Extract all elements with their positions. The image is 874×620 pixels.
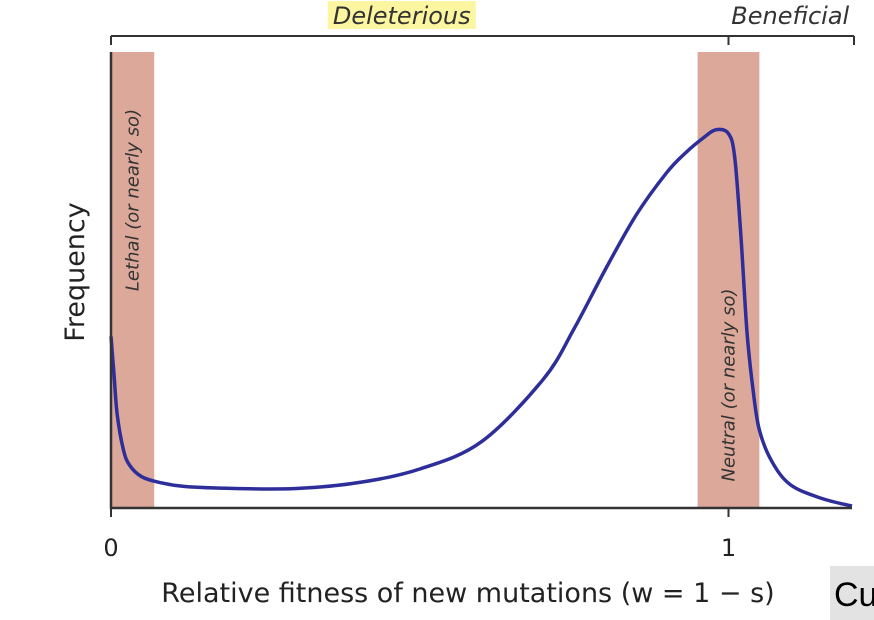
curve-layer [109,127,853,508]
category-label-1: Beneficial [731,2,849,30]
series-line [109,127,853,508]
band-label-1: Neutral (or nearly so) [719,288,740,481]
category-label-0: Deleterious [333,2,471,30]
bands-layer: Lethal (or nearly so) Neutral (or nearly … [111,52,760,508]
x-tick-label-0: 0 [103,534,118,562]
band-label-0: Lethal (or nearly so) [123,109,144,291]
x-tick-label-1: 1 [721,534,736,562]
cropped-overlay-box: Cu [830,566,874,620]
category-bracket: Deleterious Beneficial [110,1,855,45]
y-axis-label: Frequency [60,202,91,342]
x-axis-label: Relative fitness of new mutations (w = 1… [161,578,774,609]
cropped-overlay-text: Cu [834,576,874,614]
band-1 [697,52,760,508]
category-highlight-0 [327,1,476,29]
